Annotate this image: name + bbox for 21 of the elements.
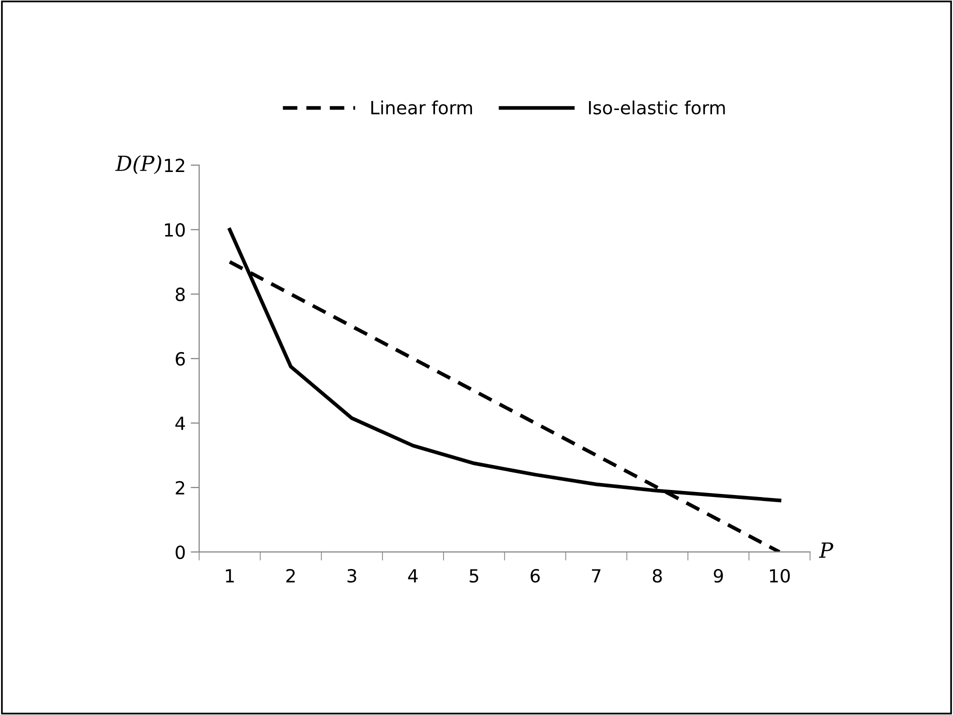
x-tick-label: 4 xyxy=(408,569,418,582)
x-tick-label: 8 xyxy=(652,568,662,583)
legend-label: Iso-elastic form xyxy=(589,100,725,114)
y-tick-label: 0 xyxy=(176,545,185,560)
x-tick-label: 5 xyxy=(470,569,478,583)
x-axis-title: P xyxy=(818,542,834,558)
x-tick-label: 1 xyxy=(226,569,234,582)
x-tick-label: 2 xyxy=(286,568,295,582)
y-tick-label: 6 xyxy=(176,352,185,366)
legend-label: Linear form xyxy=(371,100,472,114)
y-tick-label: 12 xyxy=(164,158,184,172)
y-tick-label: 8 xyxy=(176,288,185,302)
x-tick-label: 10 xyxy=(770,568,790,583)
x-tick-label: 9 xyxy=(714,568,723,583)
x-tick-label: 6 xyxy=(530,568,540,583)
y-tick-label: 10 xyxy=(164,223,185,237)
y-tick-label: 2 xyxy=(176,480,184,494)
x-tick-label: 3 xyxy=(348,568,356,583)
y-tick-label: 4 xyxy=(175,416,185,430)
x-tick-label: 7 xyxy=(592,569,600,582)
y-axis-title: D(P) xyxy=(115,155,162,174)
